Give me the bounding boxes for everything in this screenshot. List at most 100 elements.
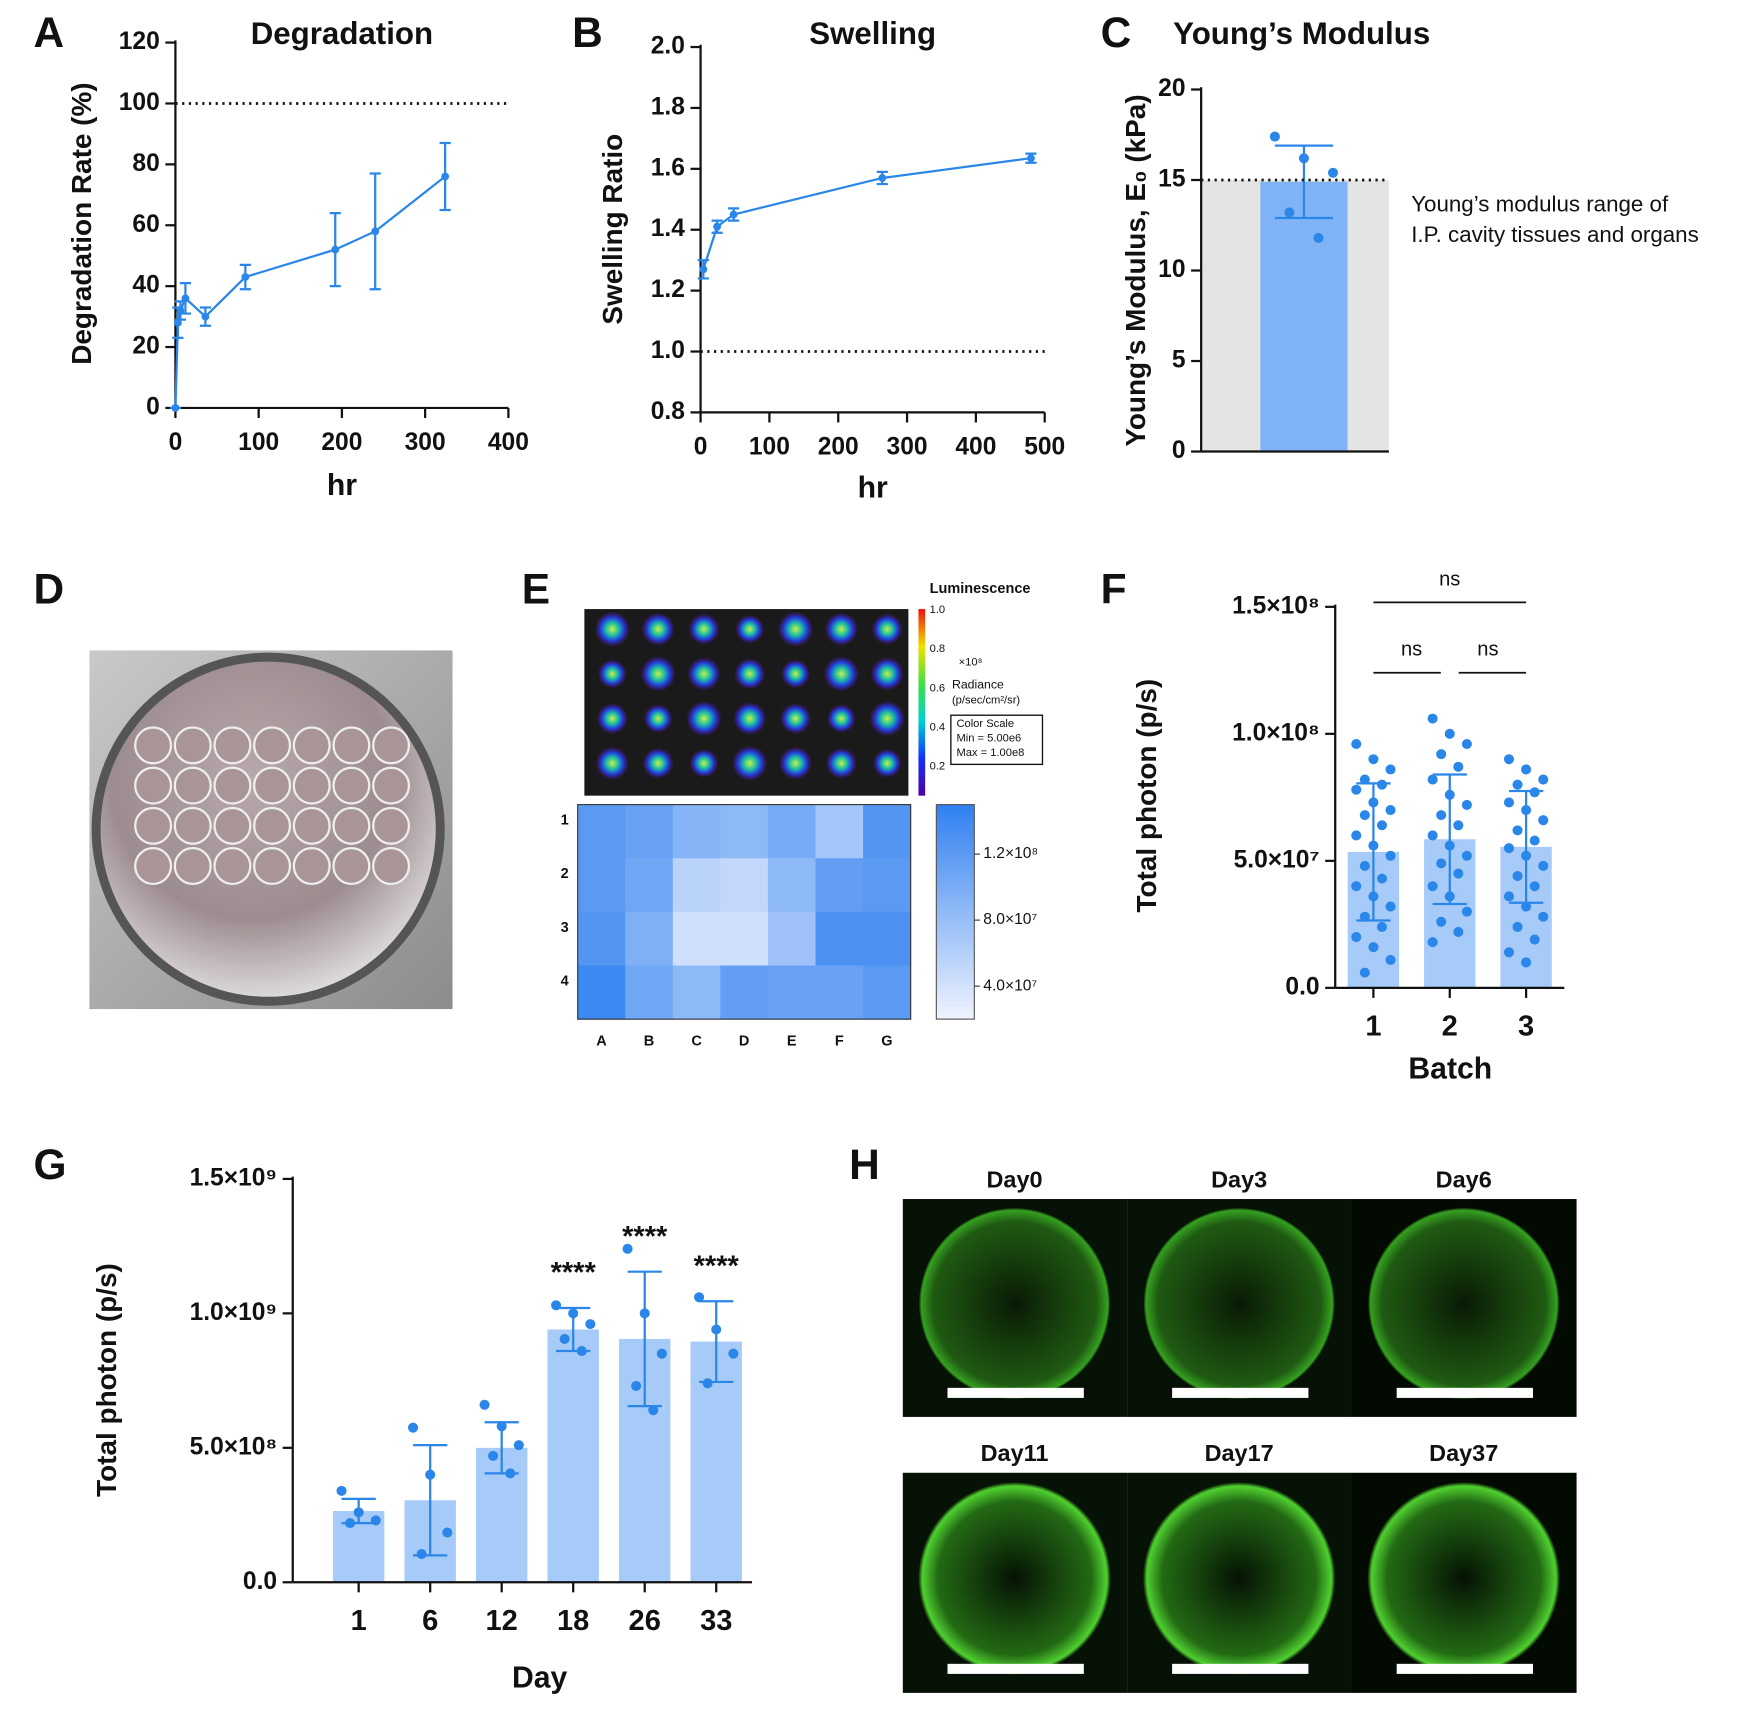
data-point <box>1351 932 1362 943</box>
data-point <box>656 1348 667 1359</box>
x-tick-label: 200 <box>321 429 362 456</box>
colorbar-step <box>936 964 975 971</box>
heatmap-cell <box>863 965 912 1020</box>
well <box>173 806 212 845</box>
x-tick-label: 33 <box>700 1605 732 1637</box>
heatmap-cell <box>863 911 912 967</box>
lum-spot <box>777 611 814 648</box>
column-label: C <box>691 1033 702 1049</box>
data-point <box>241 273 250 281</box>
colorbar-step <box>936 947 975 953</box>
data-point <box>1351 830 1362 841</box>
gel-disc <box>918 1482 1111 1675</box>
y-tick-label: 1.2 <box>651 276 685 303</box>
day-label: Day3 <box>1211 1166 1267 1192</box>
well <box>253 726 292 765</box>
colorbar-step <box>936 875 975 882</box>
colorbar-step <box>936 1014 975 1020</box>
colorbar-step <box>936 817 975 824</box>
row-label: 4 <box>561 973 569 989</box>
lum-spot <box>686 700 722 737</box>
heatmap-cell <box>625 911 674 967</box>
y-tick-label: 0.8 <box>651 398 685 425</box>
lum-spot <box>871 613 903 645</box>
data-point <box>1453 761 1464 772</box>
x-tick-label: 0 <box>694 434 708 461</box>
colorbar-step <box>936 1009 975 1016</box>
colorbar-step <box>936 960 975 967</box>
chart-title: Degradation <box>251 16 433 51</box>
data-point <box>201 312 210 321</box>
data-point <box>1385 805 1396 816</box>
data-point <box>1503 947 1515 958</box>
heatmap-cell <box>720 804 769 859</box>
data-point <box>1327 167 1339 178</box>
data-point <box>1359 911 1370 922</box>
data-point <box>878 174 887 182</box>
column-label: B <box>644 1033 654 1049</box>
colorbar-step <box>936 920 975 926</box>
data-point <box>181 294 190 303</box>
x-tick-label: 0 <box>169 429 183 456</box>
day-label: Day6 <box>1436 1166 1492 1192</box>
data-point <box>441 172 450 181</box>
colorbar-step <box>936 969 975 975</box>
heatmap-cell <box>815 911 864 967</box>
heatmap-cell <box>720 858 769 913</box>
data-point <box>1538 774 1549 785</box>
data-point <box>1529 881 1540 892</box>
chart-title: Young’s Modulus <box>1173 16 1430 51</box>
data-point <box>1453 820 1464 831</box>
y-tick-label: 15 <box>1158 166 1185 193</box>
well <box>173 847 212 886</box>
well <box>292 806 331 845</box>
data-point <box>694 1292 705 1303</box>
data-point <box>513 1440 524 1451</box>
well <box>134 726 173 765</box>
y-tick-label: 1.8 <box>651 93 685 120</box>
data-point <box>1284 207 1295 218</box>
data-point <box>1385 764 1396 775</box>
colorbar-step <box>936 942 975 949</box>
x-tick-label: 300 <box>405 429 446 456</box>
error-bar <box>484 1421 519 1475</box>
data-point <box>728 1348 739 1359</box>
colorbar-step <box>936 880 975 886</box>
data-point <box>1529 835 1540 846</box>
scale-bar <box>947 1387 1084 1398</box>
data-point <box>1351 738 1362 750</box>
x-tick-label: 300 <box>887 434 928 461</box>
colorbar-step <box>936 902 975 908</box>
data-point <box>1453 868 1464 879</box>
gel-disc <box>1367 1207 1560 1400</box>
data-point <box>416 1549 427 1560</box>
data-point <box>1436 858 1447 869</box>
data-point <box>1376 921 1387 932</box>
photo-d <box>89 650 453 1010</box>
colorbar-step <box>936 893 975 900</box>
lum-scale-tick: 0.4 <box>930 721 946 733</box>
lum-spot <box>826 704 856 734</box>
x-tick-label: 200 <box>818 434 859 461</box>
lum-spot <box>731 745 768 782</box>
colorbar-step <box>936 911 975 917</box>
well <box>372 847 411 886</box>
data-line <box>702 157 1032 270</box>
y-tick-label: 20 <box>1158 75 1185 102</box>
data-point <box>442 1527 453 1538</box>
data-point <box>1427 774 1438 785</box>
lum-scale-tick: 0.6 <box>930 682 946 694</box>
data-point <box>1385 954 1396 965</box>
data-point <box>479 1399 490 1410</box>
annotation: I.P. cavity tissues and organs <box>1411 222 1699 247</box>
error-bar <box>1508 789 1544 904</box>
x-tick-label: 1 <box>351 1605 367 1637</box>
error-bar <box>413 1444 448 1557</box>
data-point <box>631 1380 642 1392</box>
y-tick-label: 1.0 <box>651 337 685 364</box>
column-label: A <box>596 1033 607 1049</box>
panel-letter: C <box>1101 9 1132 56</box>
data-point <box>336 1485 347 1496</box>
x-tick-label: 12 <box>486 1605 518 1637</box>
colorbar-frame <box>935 804 975 1020</box>
